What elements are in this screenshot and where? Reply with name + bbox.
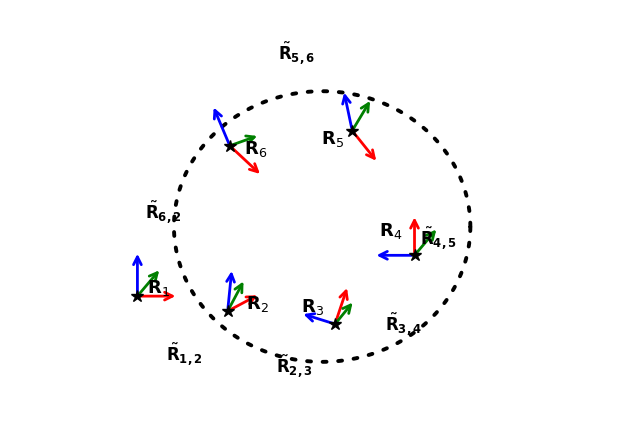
Text: $\mathbf{\tilde{R}_{3,4}}$: $\mathbf{\tilde{R}_{3,4}}$	[385, 311, 422, 338]
Text: $\mathbf{R}_{4}$: $\mathbf{R}_{4}$	[380, 221, 403, 241]
Text: $\mathbf{\tilde{R}_{6,2}}$: $\mathbf{\tilde{R}_{6,2}}$	[145, 200, 182, 226]
Text: $\mathbf{R}_{1}$: $\mathbf{R}_{1}$	[147, 277, 170, 297]
Text: $\mathbf{R}_{5}$: $\mathbf{R}_{5}$	[321, 129, 344, 149]
Text: $\mathbf{\tilde{R}_{5,6}}$: $\mathbf{\tilde{R}_{5,6}}$	[278, 41, 315, 68]
Text: $\mathbf{R}_{3}$: $\mathbf{R}_{3}$	[301, 296, 324, 316]
Text: $\mathbf{\tilde{R}_{4,5}}$: $\mathbf{\tilde{R}_{4,5}}$	[420, 225, 457, 252]
Text: $\mathbf{\tilde{R}_{1,2}}$: $\mathbf{\tilde{R}_{1,2}}$	[166, 341, 203, 367]
Text: $\mathbf{\tilde{R}_{2,3}}$: $\mathbf{\tilde{R}_{2,3}}$	[276, 353, 313, 379]
Text: $\mathbf{R}_{2}$: $\mathbf{R}_{2}$	[246, 294, 268, 314]
Text: $\mathbf{R}_{6}$: $\mathbf{R}_{6}$	[244, 138, 267, 159]
